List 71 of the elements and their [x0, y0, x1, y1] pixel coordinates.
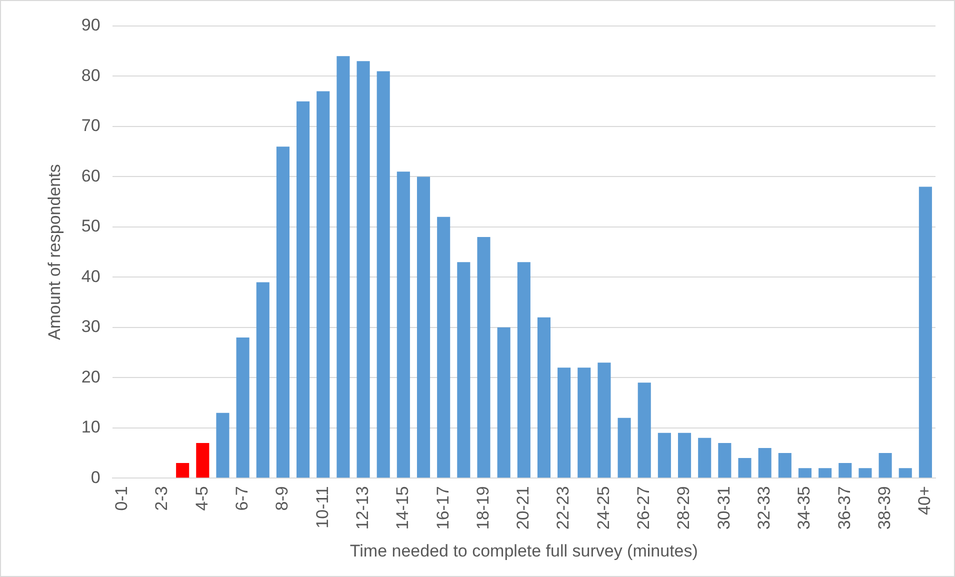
bar	[176, 463, 190, 478]
x-tick-label: 22-23	[554, 486, 573, 530]
bar	[376, 71, 390, 478]
bar	[196, 442, 210, 478]
y-tick-label: 40	[81, 266, 100, 286]
bar	[216, 412, 230, 478]
y-tick-label: 90	[81, 16, 100, 35]
bar	[638, 382, 651, 478]
y-tick-label: 0	[90, 468, 100, 487]
x-tick-label: 18-19	[473, 486, 492, 530]
y-tick-label: 30	[81, 317, 100, 336]
x-tick-label: 32-33	[754, 486, 774, 530]
x-axis-title: Time needed to complete full survey (minutes)	[350, 541, 698, 560]
x-tick-label: 0-1	[112, 486, 132, 511]
bar	[437, 216, 450, 478]
x-tick-label: 2-3	[152, 486, 172, 511]
y-tick-label: 80	[81, 66, 100, 85]
x-tick-label: 38-39	[874, 486, 894, 530]
x-tick-label: 16-17	[433, 486, 452, 530]
bar	[336, 56, 350, 478]
bar	[618, 418, 631, 478]
bar	[477, 236, 490, 478]
bar	[818, 468, 832, 478]
bar	[457, 262, 470, 478]
x-tick-label: 40+	[915, 486, 934, 515]
bar	[658, 432, 671, 478]
bar	[316, 91, 330, 478]
bar	[738, 458, 752, 478]
y-tick-label: 50	[81, 216, 100, 236]
bar	[898, 468, 912, 478]
bar	[718, 442, 732, 478]
bar	[517, 262, 530, 478]
x-tick-label: 36-37	[834, 486, 854, 530]
bar	[918, 186, 932, 478]
x-tick-label: 14-15	[393, 486, 412, 530]
x-tick-label: 4-5	[192, 486, 212, 511]
x-tick-label: 6-7	[232, 486, 252, 511]
x-tick-label: 12-13	[352, 486, 372, 530]
bar	[256, 282, 270, 478]
x-tick-label: 10-11	[312, 486, 332, 528]
bar	[497, 327, 510, 478]
y-axis-title: Amount of respondents	[44, 164, 64, 340]
y-tick-label: 70	[81, 116, 100, 136]
y-tick-label: 10	[81, 418, 100, 437]
bar	[558, 368, 571, 478]
bar	[798, 468, 812, 478]
y-tick-label: 60	[81, 166, 100, 186]
x-tick-label: 24-25	[594, 486, 613, 530]
bar	[236, 337, 250, 478]
bar	[276, 146, 290, 478]
bar	[537, 317, 551, 478]
bar	[778, 453, 792, 478]
bar	[296, 101, 310, 478]
bar	[416, 176, 430, 478]
bar	[396, 172, 410, 478]
x-tick-label: 20-21	[514, 486, 533, 530]
x-tick-label: 34-35	[794, 486, 814, 530]
bar	[578, 368, 591, 478]
bar	[878, 453, 892, 478]
x-tick-label: 30-31	[714, 486, 734, 530]
bar	[356, 61, 370, 478]
x-tick-label: 8-9	[272, 486, 292, 511]
bar	[838, 463, 852, 478]
x-tick-label: 26-27	[634, 486, 654, 530]
bar	[678, 432, 692, 478]
bar	[758, 448, 772, 478]
bar	[698, 438, 712, 478]
bar	[858, 468, 872, 478]
y-tick-label: 20	[81, 367, 100, 386]
bar	[598, 362, 611, 478]
x-tick-label: 28-29	[674, 486, 694, 530]
